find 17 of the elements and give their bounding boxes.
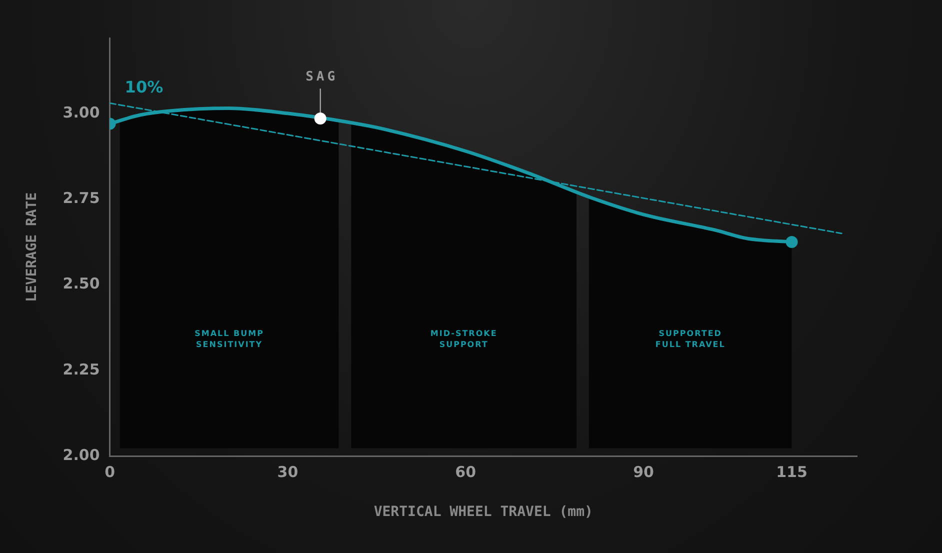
band-label: MID-STROKE SUPPORT bbox=[430, 329, 498, 350]
annotation: 10% bbox=[124, 78, 164, 97]
x-tick-label: 90 bbox=[633, 463, 654, 482]
x-tick-label: 0 bbox=[104, 463, 116, 482]
y-tick-label: 2.75 bbox=[62, 189, 100, 207]
band-label: SUPPORTED FULL TRAVEL bbox=[655, 329, 726, 350]
annotation: SAG bbox=[306, 70, 338, 85]
x-tick-label: 60 bbox=[455, 463, 476, 482]
y-axis-title: LEVERAGE RATE bbox=[24, 192, 40, 302]
x-tick-label: 30 bbox=[277, 463, 298, 482]
x-tick-label: 115 bbox=[776, 463, 808, 482]
band-label: SMALL BUMP SENSITIVITY bbox=[194, 329, 264, 350]
y-tick-label: 2.00 bbox=[62, 446, 100, 464]
y-tick-label: 3.00 bbox=[62, 103, 100, 122]
y-tick-label: 2.25 bbox=[62, 360, 100, 378]
y-tick-label: 2.50 bbox=[62, 274, 100, 293]
x-axis-title: VERTICAL WHEEL TRAVEL (mm) bbox=[374, 504, 593, 520]
